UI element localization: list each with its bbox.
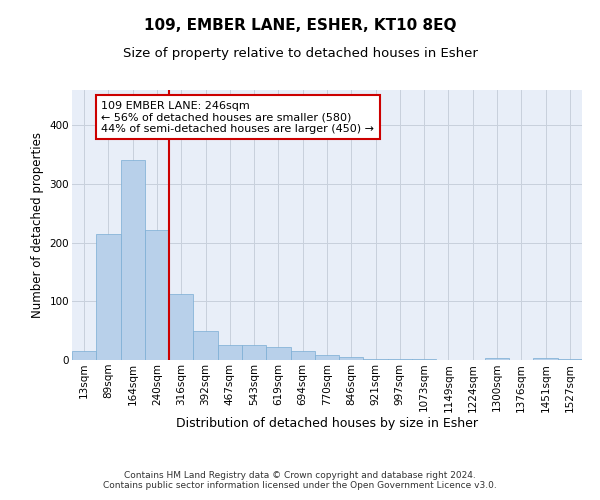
Bar <box>315 356 339 360</box>
Text: 109 EMBER LANE: 246sqm
← 56% of detached houses are smaller (580)
44% of semi-de: 109 EMBER LANE: 246sqm ← 56% of detached… <box>101 100 374 134</box>
X-axis label: Distribution of detached houses by size in Esher: Distribution of detached houses by size … <box>176 417 478 430</box>
Bar <box>72 351 96 360</box>
Bar <box>266 346 290 360</box>
Bar <box>121 160 145 360</box>
Bar <box>169 294 193 360</box>
Y-axis label: Number of detached properties: Number of detached properties <box>31 132 44 318</box>
Text: 109, EMBER LANE, ESHER, KT10 8EQ: 109, EMBER LANE, ESHER, KT10 8EQ <box>144 18 456 32</box>
Bar <box>218 344 242 360</box>
Bar <box>558 359 582 360</box>
Text: Contains HM Land Registry data © Crown copyright and database right 2024.
Contai: Contains HM Land Registry data © Crown c… <box>103 470 497 490</box>
Bar <box>533 358 558 360</box>
Bar <box>290 350 315 360</box>
Text: Size of property relative to detached houses in Esher: Size of property relative to detached ho… <box>122 48 478 60</box>
Bar <box>145 230 169 360</box>
Bar <box>485 358 509 360</box>
Bar <box>193 330 218 360</box>
Bar <box>339 357 364 360</box>
Bar <box>242 346 266 360</box>
Bar <box>96 234 121 360</box>
